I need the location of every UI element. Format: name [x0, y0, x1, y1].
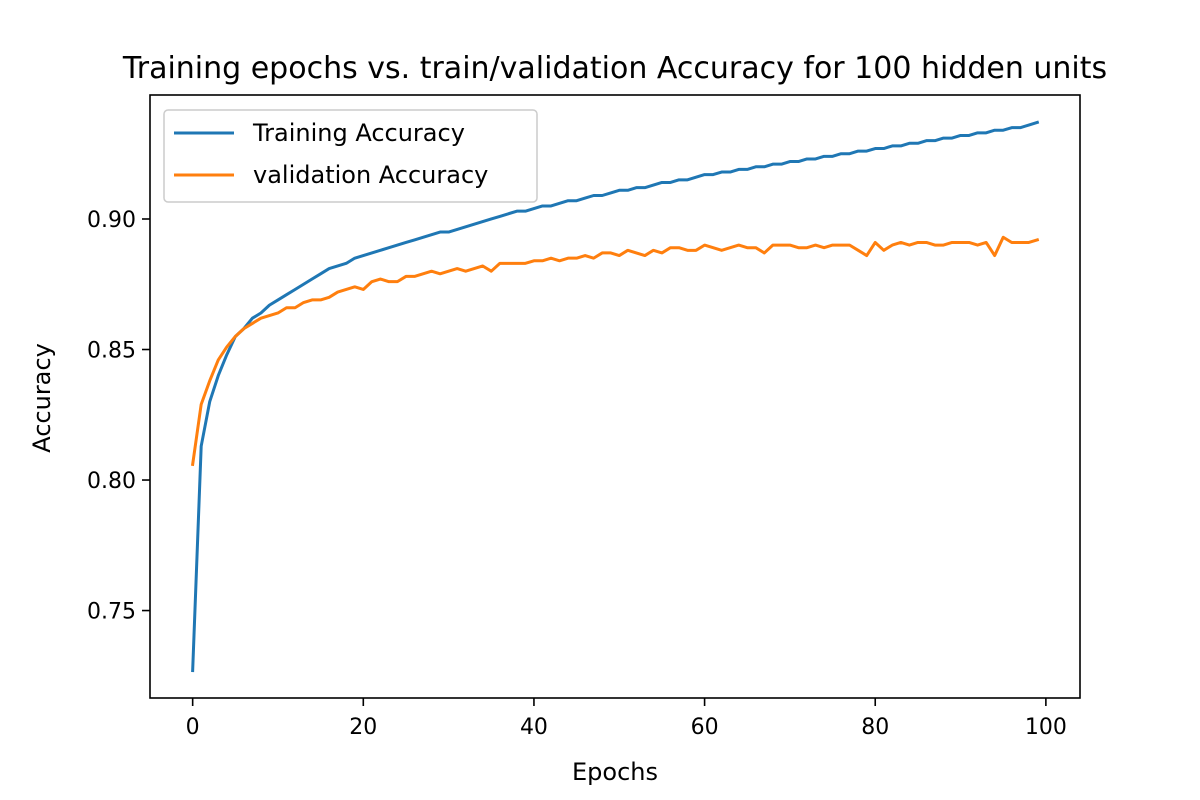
x-tick-label: 80 [861, 715, 889, 740]
y-tick-label: 0.75 [87, 600, 136, 625]
x-tick-label: 0 [186, 715, 200, 740]
x-tick-label: 20 [349, 715, 377, 740]
y-tick-label: 0.80 [87, 469, 136, 494]
legend-entry-label: validation Accuracy [253, 161, 488, 189]
legend: Training Accuracy validation Accuracy [163, 109, 538, 203]
plot-area [149, 94, 1081, 699]
chart-title: Training epochs vs. train/validation Acc… [122, 51, 1107, 86]
axes-frame [149, 94, 1081, 699]
x-tick-label: 60 [691, 715, 719, 740]
y-axis-label: Accuracy [28, 343, 56, 453]
legend-box [163, 109, 538, 203]
y-axis: 0.75 0.80 0.85 0.90 [87, 208, 150, 625]
x-axis: 0 20 40 60 80 100 [186, 698, 1067, 740]
y-tick-label: 0.85 [87, 339, 136, 364]
x-tick-label: 40 [520, 715, 548, 740]
series-line-validation [190, 235, 1040, 467]
x-axis-label: Epochs [572, 758, 658, 786]
series-line-training [191, 120, 1040, 673]
legend-entry-label: Training Accuracy [252, 119, 465, 147]
x-tick-label: 100 [1025, 715, 1067, 740]
y-tick-label: 0.90 [87, 208, 136, 233]
